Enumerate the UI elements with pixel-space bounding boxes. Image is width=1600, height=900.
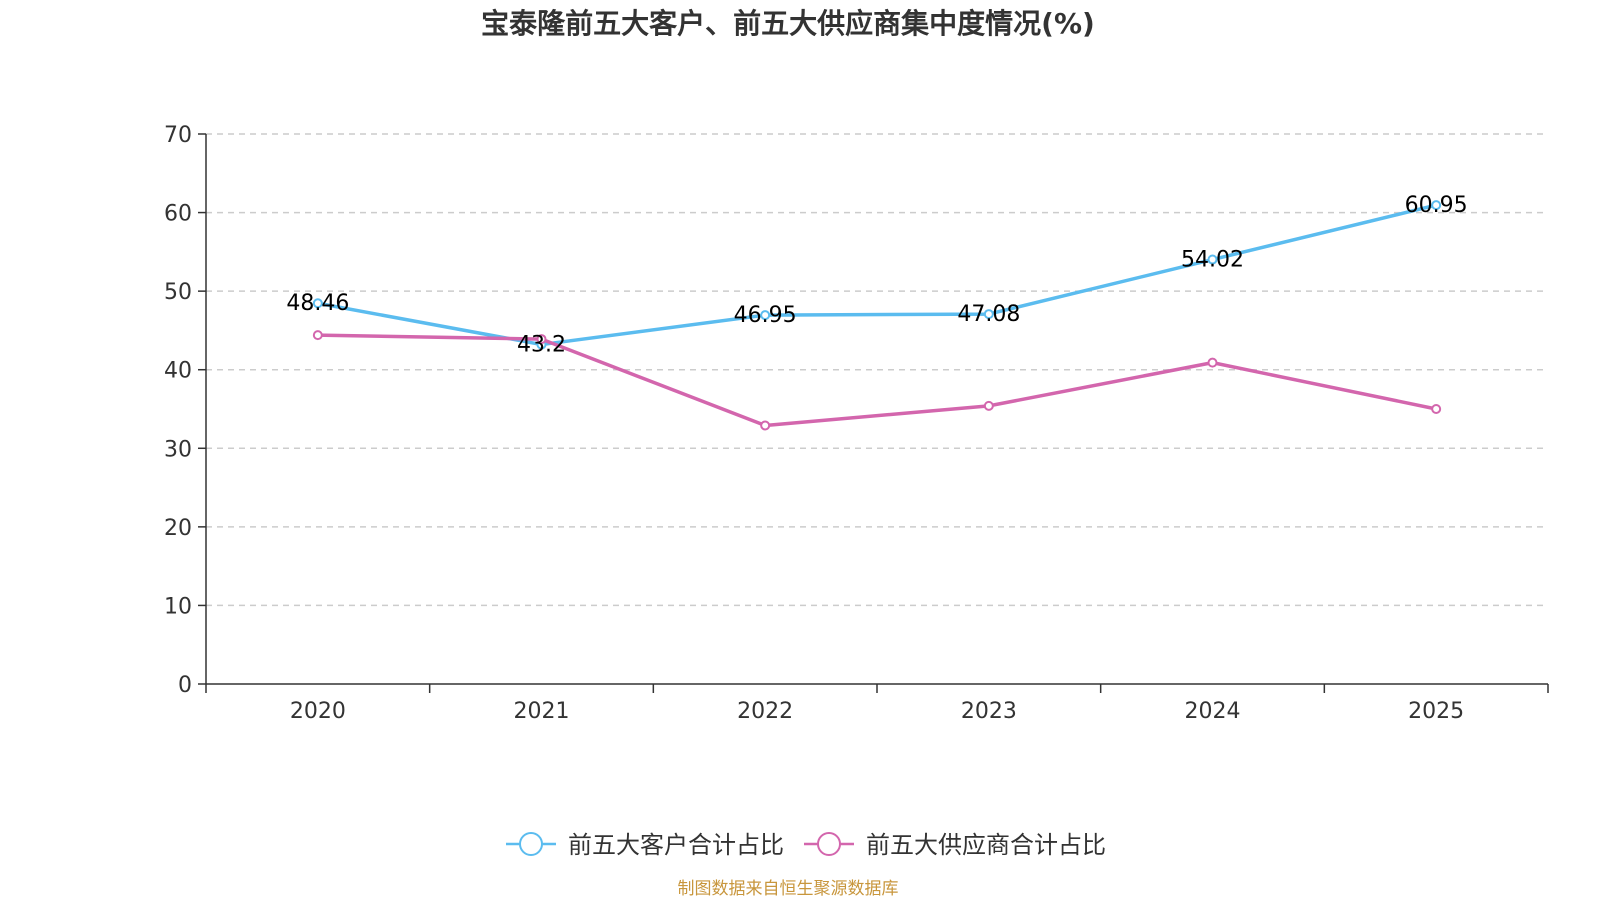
legend[interactable]: 前五大客户合计占比 前五大供应商合计占比 [506,831,1106,859]
y-tick-label: 60 [164,202,192,227]
x-tick-label: 2025 [1408,699,1464,724]
y-tick-label: 70 [164,123,192,148]
series-line-2 [317,333,1437,428]
x-tick-label: 2024 [1185,699,1241,724]
data-labels: 48.46 43.2 46.95 47.08 54.02 60.95 [286,193,1467,357]
data-point[interactable] [312,298,323,309]
legend-circle-icon [519,832,543,856]
legend-item-2[interactable]: 前五大供应商合计占比 [804,831,1106,859]
data-point[interactable] [983,400,994,411]
data-point[interactable] [760,420,771,431]
data-label: 47.08 [957,302,1020,327]
legend-label: 前五大客户合计占比 [568,831,784,859]
data-point[interactable] [760,310,771,321]
data-point[interactable] [983,309,994,320]
y-tick-label: 0 [178,673,192,698]
data-point[interactable] [1207,357,1218,368]
x-tick-label: 2022 [737,699,793,724]
y-tick-label: 40 [164,359,192,384]
series-line-1 [317,203,1437,347]
x-tick-label: 2020 [290,699,346,724]
chart-title: 宝泰隆前五大客户、前五大供应商集中度情况(%) [481,7,1095,40]
data-label: 60.95 [1405,193,1468,218]
data-label: 48.46 [286,291,349,316]
data-label: 46.95 [734,303,797,328]
y-tick-label: 10 [164,594,192,619]
legend-circle-icon [817,832,841,856]
data-point[interactable] [312,330,323,341]
data-point[interactable] [1207,254,1218,265]
x-tick-label: 2023 [961,699,1017,724]
x-tick-label: 2021 [514,699,570,724]
data-point[interactable] [1431,404,1442,414]
series-group [312,200,1442,431]
data-label: 54.02 [1181,248,1244,273]
y-tick-label: 30 [164,437,192,462]
data-label: 43.2 [517,333,566,358]
data-point[interactable] [536,334,547,345]
axes: 0 10 20 30 40 50 60 70 2020 2021 2022 2023 2024 2025 [164,123,1549,724]
y-tick-label: 20 [164,516,192,541]
legend-label: 前五大供应商合计占比 [866,831,1106,859]
legend-item-1[interactable]: 前五大客户合计占比 [506,831,784,859]
gridlines [206,133,1548,607]
data-point[interactable] [1431,200,1442,211]
y-tick-label: 50 [164,280,192,305]
source-note: 制图数据来自恒生聚源数据库 [678,879,899,899]
